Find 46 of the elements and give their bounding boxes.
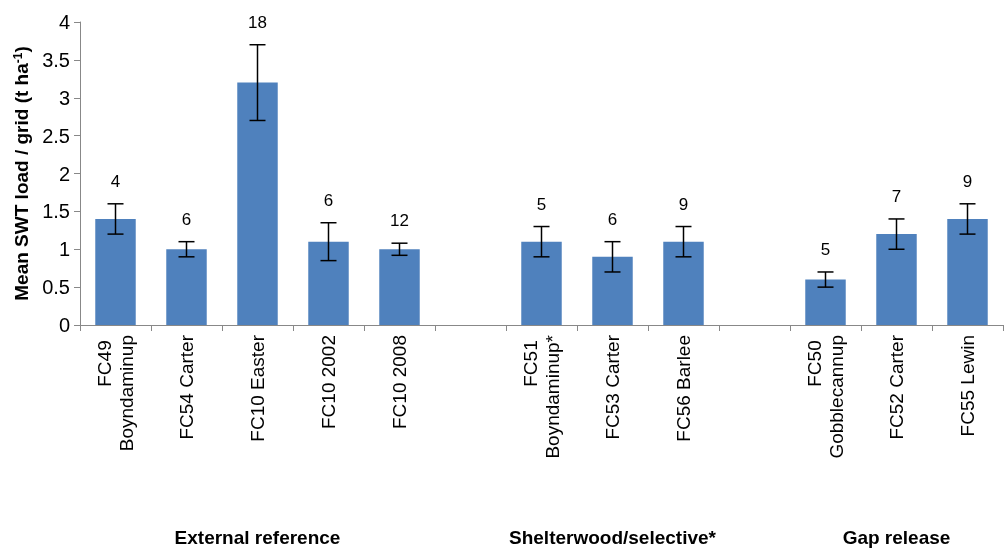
bar <box>166 249 207 325</box>
x-tick-label: FC10 Easter <box>247 334 268 442</box>
bar <box>947 218 988 325</box>
y-tick-label: 2 <box>58 162 70 185</box>
y-tick-label: 1 <box>58 238 70 261</box>
annotation: 9 <box>678 194 689 214</box>
bar <box>237 82 278 325</box>
x-tick-label: FC55 Lewin <box>957 335 978 437</box>
y-tick-label: 3 <box>58 86 70 109</box>
bar <box>308 241 349 325</box>
annotation: 5 <box>536 194 547 214</box>
y-tick-label: 0.5 <box>42 276 70 299</box>
x-tick-label: FC10 2008 <box>389 335 410 430</box>
annotation: 12 <box>390 211 409 231</box>
x-tick-label: FC50 Gobblecannup <box>804 335 847 459</box>
annotation: 7 <box>891 186 902 206</box>
annotation: 9 <box>962 171 973 191</box>
annotation: 5 <box>820 239 831 259</box>
annotation: 6 <box>323 190 334 210</box>
bar <box>379 249 420 325</box>
y-axis-title: Mean SWT load / grid (t ha-1) <box>10 46 33 301</box>
bar <box>592 256 633 325</box>
bar <box>805 279 846 325</box>
bar <box>876 234 917 325</box>
y-tick-label: 1.5 <box>42 200 70 223</box>
y-tick-label: 3.5 <box>42 48 70 71</box>
x-tick-label: FC54 Carter <box>176 334 197 440</box>
x-tick-label: FC51 Boyndaminup* <box>520 334 563 459</box>
annotation: 4 <box>110 171 121 191</box>
y-tick-label: 2.5 <box>42 124 70 147</box>
bar <box>521 241 562 325</box>
annotation: 6 <box>181 209 192 229</box>
bar <box>663 241 704 325</box>
x-tick-label: FC56 Barlee <box>673 335 694 442</box>
y-tick-label: 0 <box>58 314 70 336</box>
bar <box>95 218 136 325</box>
text: External reference <box>174 526 341 548</box>
text: Gap release <box>842 526 951 548</box>
x-tick-label: FC10 2002 <box>318 335 339 430</box>
x-tick-label: FC53 Carter <box>602 334 623 440</box>
x-tick-label: FC52 Carter <box>886 334 907 440</box>
annotation: 6 <box>607 209 618 229</box>
x-tick-label: FC49 Boyndaminup <box>94 335 137 452</box>
y-tick-label: 4 <box>58 11 70 33</box>
text: Shelterwood/selective* <box>509 526 717 548</box>
annotation: 18 <box>248 12 267 32</box>
